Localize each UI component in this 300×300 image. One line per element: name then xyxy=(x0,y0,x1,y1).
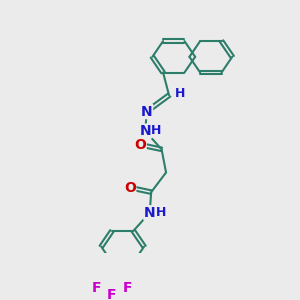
Text: N: N xyxy=(144,206,155,220)
Text: H: H xyxy=(152,124,162,137)
Text: N: N xyxy=(141,104,152,118)
Text: O: O xyxy=(134,138,146,152)
Text: F: F xyxy=(92,280,101,295)
Text: O: O xyxy=(124,181,136,195)
Text: H: H xyxy=(156,206,166,219)
Text: N: N xyxy=(140,124,151,138)
Text: F: F xyxy=(107,288,117,300)
Text: H: H xyxy=(175,87,185,101)
Text: F: F xyxy=(123,280,132,295)
